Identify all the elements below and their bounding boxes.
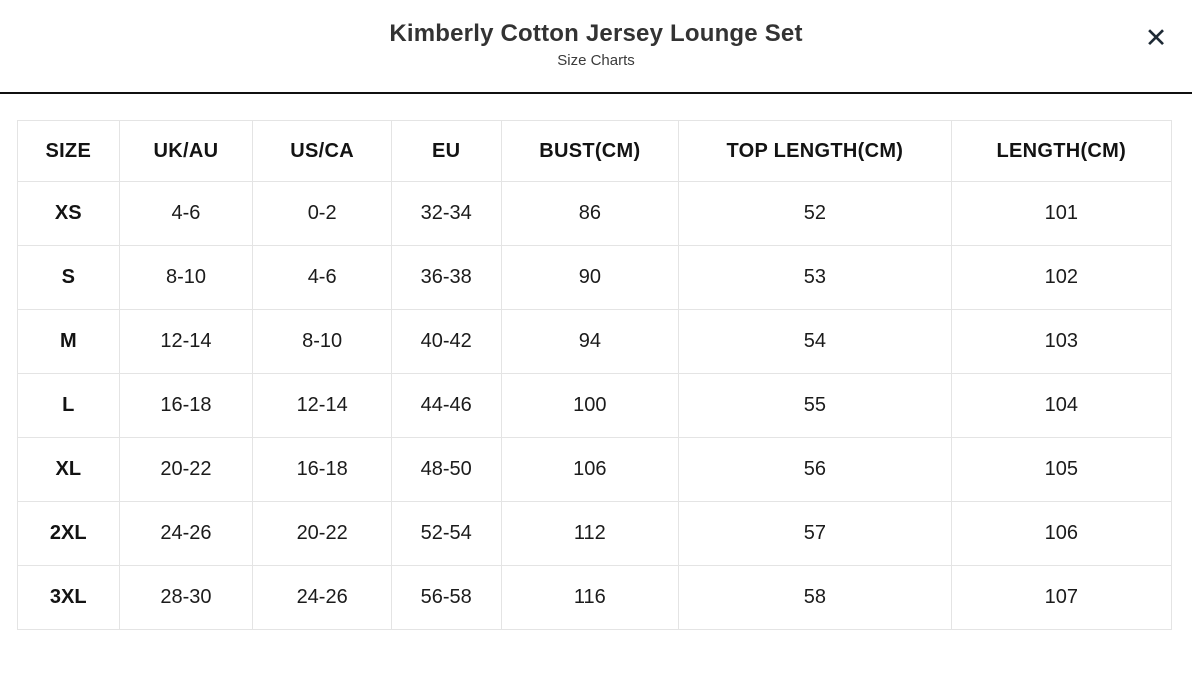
value-cell: 52-54 [390, 501, 502, 566]
value-cell: 90 [500, 245, 680, 310]
value-cell: 53 [678, 245, 952, 310]
value-cell: 44-46 [390, 373, 502, 438]
value-cell: 40-42 [390, 309, 502, 374]
size-cell: XL [17, 437, 120, 502]
size-cell: XS [17, 181, 120, 246]
table-row: M 12-14 8-10 40-42 94 54 103 [17, 309, 1173, 374]
value-cell: 112 [500, 501, 680, 566]
modal-header: Kimberly Cotton Jersey Lounge Set Size C… [0, 0, 1192, 94]
size-chart-table: SIZE UK/AU US/CA EU BUST(CM) TOP LENGTH(CM) LE… [17, 120, 1173, 630]
table-row: 3XL 28-30 24-26 56-58 116 58 107 [17, 565, 1173, 630]
value-cell: 24-26 [118, 501, 254, 566]
value-cell: 100 [500, 373, 680, 438]
value-cell: 16-18 [118, 373, 254, 438]
size-chart-section: SIZE UK/AU US/CA EU BUST(CM) TOP LENGTH(CM) LE… [0, 94, 1192, 630]
value-cell: 8-10 [118, 245, 254, 310]
table-row: S 8-10 4-6 36-38 90 53 102 [17, 245, 1173, 310]
size-cell: 3XL [17, 565, 120, 630]
value-cell: 104 [950, 373, 1173, 438]
column-header: LENGTH(CM) [950, 120, 1173, 182]
value-cell: 57 [678, 501, 952, 566]
value-cell: 48-50 [390, 437, 502, 502]
value-cell: 58 [678, 565, 952, 630]
table-row: L 16-18 12-14 44-46 100 55 104 [17, 373, 1173, 438]
column-header: SIZE [17, 120, 120, 182]
value-cell: 52 [678, 181, 952, 246]
column-header: BUST(CM) [500, 120, 680, 182]
value-cell: 56-58 [390, 565, 502, 630]
value-cell: 12-14 [118, 309, 254, 374]
value-cell: 102 [950, 245, 1173, 310]
close-button[interactable]: ✕ [1136, 18, 1176, 58]
value-cell: 116 [500, 565, 680, 630]
value-cell: 86 [500, 181, 680, 246]
value-cell: 24-26 [252, 565, 392, 630]
close-icon: ✕ [1144, 22, 1168, 53]
column-header: EU [390, 120, 502, 182]
column-header: TOP LENGTH(CM) [678, 120, 952, 182]
value-cell: 107 [950, 565, 1173, 630]
value-cell: 8-10 [252, 309, 392, 374]
value-cell: 54 [678, 309, 952, 374]
value-cell: 36-38 [390, 245, 502, 310]
value-cell: 16-18 [252, 437, 392, 502]
table-row: 2XL 24-26 20-22 52-54 112 57 106 [17, 501, 1173, 566]
column-header: UK/AU [118, 120, 254, 182]
value-cell: 55 [678, 373, 952, 438]
size-cell: L [17, 373, 120, 438]
value-cell: 103 [950, 309, 1173, 374]
value-cell: 0-2 [252, 181, 392, 246]
value-cell: 4-6 [252, 245, 392, 310]
value-cell: 20-22 [252, 501, 392, 566]
value-cell: 20-22 [118, 437, 254, 502]
size-cell: S [17, 245, 120, 310]
page-subtitle: Size Charts [557, 51, 635, 69]
page-title: Kimberly Cotton Jersey Lounge Set [389, 20, 803, 47]
table-row: XL 20-22 16-18 48-50 106 56 105 [17, 437, 1173, 502]
column-header: US/CA [252, 120, 392, 182]
value-cell: 32-34 [390, 181, 502, 246]
value-cell: 28-30 [118, 565, 254, 630]
size-cell: M [17, 309, 120, 374]
value-cell: 12-14 [252, 373, 392, 438]
value-cell: 106 [500, 437, 680, 502]
value-cell: 4-6 [118, 181, 254, 246]
value-cell: 56 [678, 437, 952, 502]
value-cell: 101 [950, 181, 1173, 246]
value-cell: 106 [950, 501, 1173, 566]
table-header-row: SIZE UK/AU US/CA EU BUST(CM) TOP LENGTH(CM) LE… [17, 120, 1173, 182]
table-row: XS 4-6 0-2 32-34 86 52 101 [17, 181, 1173, 246]
size-cell: 2XL [17, 501, 120, 566]
value-cell: 105 [950, 437, 1173, 502]
value-cell: 94 [500, 309, 680, 374]
